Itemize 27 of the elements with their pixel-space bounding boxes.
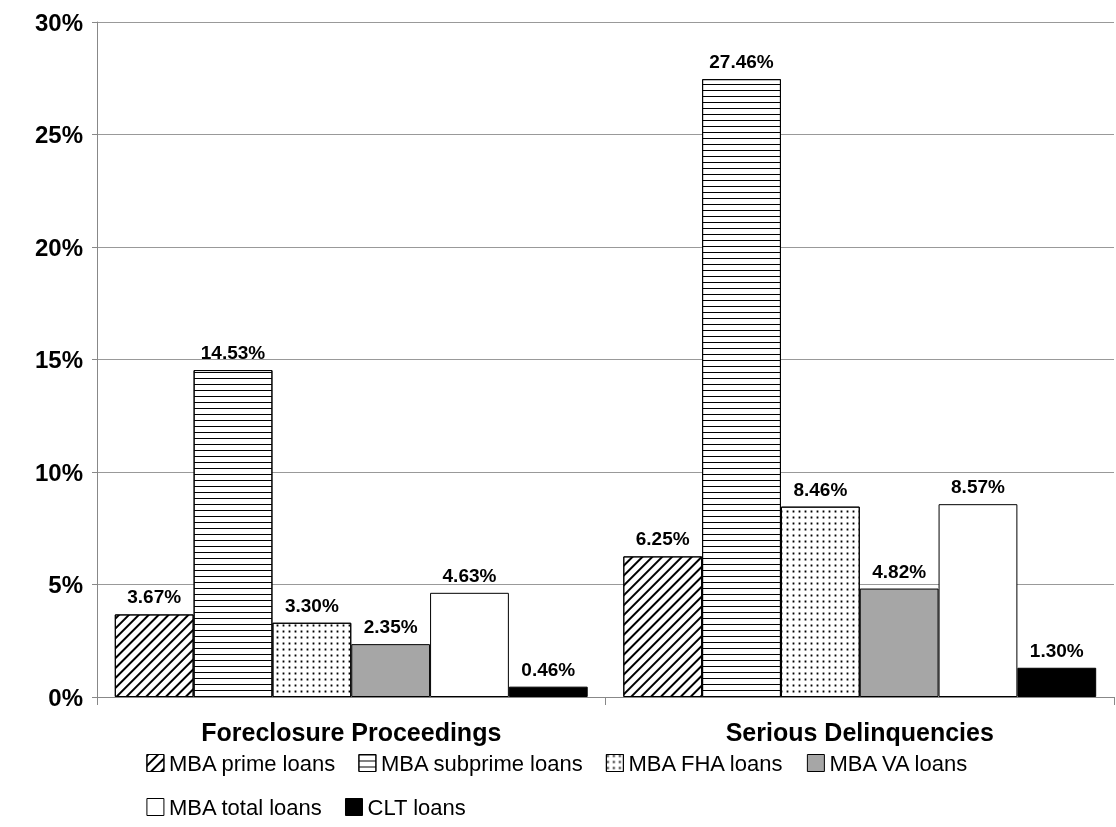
data-label: 4.63% xyxy=(442,564,497,586)
data-label: 2.35% xyxy=(363,616,418,638)
y-tick-label: 0% xyxy=(48,683,83,711)
x-tick-label: Foreclosure Proceedings xyxy=(201,717,502,746)
y-tick-label: 20% xyxy=(34,233,83,261)
legend-label: MBA prime loans xyxy=(168,750,336,776)
y-tick-label: 30% xyxy=(34,8,83,36)
y-tick-label: 25% xyxy=(34,121,83,148)
data-label: 3.30% xyxy=(284,594,339,616)
legend-label: MBA total loans xyxy=(168,794,322,820)
data-label: 4.82% xyxy=(872,560,927,582)
y-tick-label: 15% xyxy=(34,346,83,373)
legend-label: MBA FHA loans xyxy=(628,750,783,776)
data-label: 0.46% xyxy=(521,658,576,680)
data-label: 1.30% xyxy=(1029,639,1084,661)
data-label: 8.46% xyxy=(793,478,848,500)
x-tick-label: Serious Delinquencies xyxy=(725,717,994,746)
legend-label: MBA VA loans xyxy=(829,750,968,776)
data-label: 6.25% xyxy=(635,528,690,550)
legend-label: MBA subprime loans xyxy=(380,750,583,776)
data-label: 3.67% xyxy=(127,586,182,608)
y-tick-label: 5% xyxy=(48,571,83,598)
data-label: 8.57% xyxy=(951,476,1006,498)
y-tick-label: 10% xyxy=(34,458,83,486)
data-label: 27.46% xyxy=(709,51,774,73)
data-label: 14.53% xyxy=(200,342,266,364)
legend-label: CLT loans xyxy=(367,794,466,820)
